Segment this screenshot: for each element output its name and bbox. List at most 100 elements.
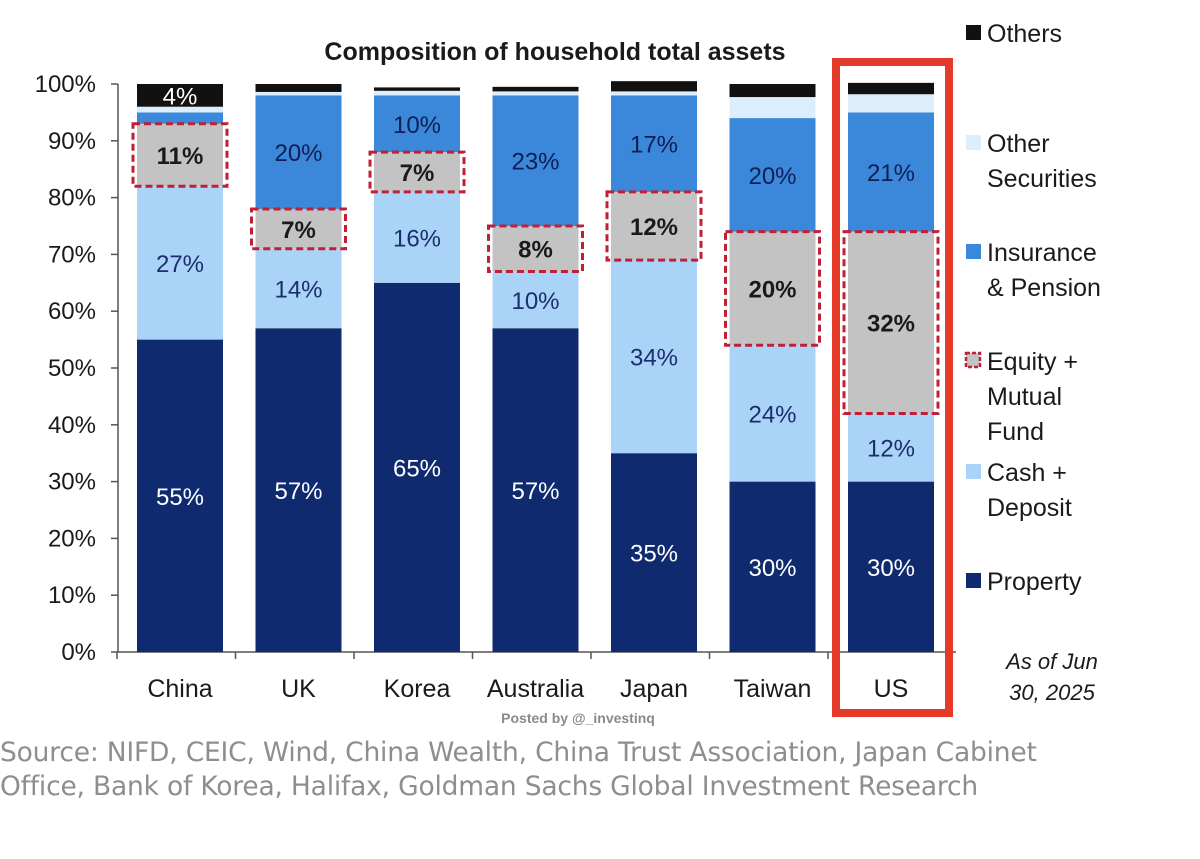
- data-label-equity: 11%: [157, 143, 204, 170]
- data-label-equity: 7%: [400, 160, 435, 187]
- x-axis-labels: China UK Korea Australia Japan Taiwan US: [147, 675, 908, 703]
- data-label-insurance: 20%: [274, 140, 322, 167]
- y-tick-label: 90%: [48, 128, 96, 155]
- y-tick-label: 20%: [48, 525, 96, 552]
- bar-segment-property: [848, 481, 934, 652]
- legend-swatch: [966, 464, 981, 479]
- data-label-cash: 12%: [867, 436, 915, 463]
- bar-segment-insurance: [492, 95, 579, 226]
- note-line-1: As of Jun: [1004, 649, 1098, 674]
- bar-segment-othersec: [255, 91, 342, 96]
- equity-dashed-outline: [131, 122, 229, 188]
- data-label-insurance: 10%: [393, 112, 441, 139]
- bar-korea: 65% 16% 7% 10%: [368, 87, 466, 652]
- x-category-label: Japan: [620, 675, 688, 703]
- data-label-cash: 24%: [748, 401, 796, 428]
- bar-segment-equity: [255, 208, 342, 249]
- note-line-2: 30, 2025: [1009, 680, 1095, 705]
- legend-label: Securities: [987, 165, 1097, 193]
- data-label-cash: 14%: [274, 276, 322, 303]
- legend-label: Property: [987, 568, 1082, 596]
- bar-segment-insurance: [255, 95, 342, 209]
- bar-segment-equity: [848, 231, 934, 414]
- bar-segment-others: [374, 87, 460, 91]
- bar-segment-property: [255, 328, 342, 652]
- equity-dashed-outline: [487, 224, 584, 273]
- x-category-label: US: [874, 675, 909, 703]
- bar-japan: 35% 34% 12% 17%: [605, 81, 703, 652]
- data-label-property: 57%: [511, 478, 559, 505]
- data-label-cash: 16%: [393, 225, 441, 252]
- y-tick-label: 30%: [48, 469, 96, 496]
- bar-segment-property: [137, 339, 223, 652]
- equity-dashed-outline: [368, 150, 466, 194]
- data-label-equity: 8%: [518, 237, 553, 264]
- data-label-property: 30%: [748, 555, 796, 582]
- legend: Others Other Securities Insurance & Pension E…: [964, 20, 1101, 596]
- bar-segment-equity: [374, 152, 460, 192]
- bar-segment-cash: [848, 413, 934, 482]
- data-label-cash: 10%: [511, 288, 559, 315]
- data-label-equity: 7%: [281, 217, 316, 244]
- legend-item-insurance: Insurance & Pension: [966, 239, 1101, 302]
- bar-segment-others: [611, 81, 697, 92]
- us-highlight-box: [832, 58, 953, 717]
- legend-swatch: [966, 25, 981, 40]
- y-axis: 0% 10% 20% 30% 40% 50% 60% 70% 80% 90% 100%: [35, 71, 956, 666]
- stacked-bar-chart: Composition of household total assets 0%…: [35, 20, 1101, 726]
- legend-label: Equity +: [987, 348, 1078, 376]
- equity-dashed-outline: [724, 230, 821, 347]
- data-label-property: 35%: [630, 541, 678, 568]
- data-label-insurance: 23%: [511, 149, 559, 176]
- bar-segment-others: [492, 86, 579, 92]
- bar-china: 55% 27% 11% 4%: [131, 83, 229, 652]
- legend-label: Cash +: [987, 459, 1067, 487]
- bar-segment-insurance: [848, 112, 934, 232]
- data-label-insurance: 21%: [867, 160, 915, 187]
- bar-us: 30% 12% 32% 21%: [842, 82, 940, 652]
- chart-title: Composition of household total assets: [324, 38, 785, 66]
- y-tick-label: 80%: [48, 185, 96, 212]
- data-label-property: 30%: [867, 555, 915, 582]
- date-note: As of Jun 30, 2025: [1004, 649, 1098, 705]
- bar-segment-insurance: [374, 95, 460, 153]
- watermark: Posted by @_investinq: [501, 710, 655, 726]
- bar-segment-cash: [255, 248, 342, 329]
- legend-label: Others: [987, 20, 1062, 48]
- y-tick-label: 60%: [48, 298, 96, 325]
- bars: 55% 27% 11% 4% 57% 14% 7% 20% 65% 16% 7% 10% 57% 10% 8…: [131, 81, 940, 652]
- x-category-label: UK: [281, 675, 316, 703]
- data-label-property: 57%: [274, 478, 322, 505]
- data-label-insurance: 20%: [748, 163, 796, 190]
- bar-segment-cash: [492, 271, 579, 329]
- data-label-cash: 27%: [156, 251, 204, 278]
- data-label-equity: 32%: [867, 311, 915, 338]
- bar-segment-cash: [729, 345, 816, 482]
- y-tick-label: 40%: [48, 412, 96, 439]
- bar-segment-others: [137, 84, 223, 107]
- source-note: Source: NIFD, CEIC, Wind, China Wealth, …: [0, 736, 1200, 804]
- y-tick-label: 10%: [48, 582, 96, 609]
- y-tick-label: 100%: [35, 71, 96, 98]
- bar-segment-property: [729, 481, 816, 652]
- source-line-1: Source: NIFD, CEIC, Wind, China Wealth, …: [0, 737, 1037, 768]
- data-label-equity: 12%: [630, 214, 678, 241]
- data-label-others: 4%: [163, 83, 198, 110]
- equity-dashed-outline: [250, 207, 347, 251]
- equity-dashed-outline: [605, 190, 703, 262]
- legend-item-cash: Cash + Deposit: [966, 459, 1072, 522]
- bar-segment-othersec: [137, 106, 223, 113]
- x-category-label: Korea: [384, 675, 451, 703]
- bar-segment-others: [729, 84, 816, 98]
- bar-segment-property: [492, 328, 579, 652]
- legend-label: Deposit: [987, 494, 1072, 522]
- source-line-2: Office, Bank of Korea, Halifax, Goldman …: [0, 771, 979, 802]
- data-label-insurance: 17%: [630, 132, 678, 159]
- bar-uk: 57% 14% 7% 20%: [250, 84, 347, 652]
- bar-segment-equity: [137, 123, 223, 187]
- bar-segment-othersec: [492, 91, 579, 96]
- x-category-label: Taiwan: [734, 675, 812, 703]
- bar-segment-property: [374, 282, 460, 652]
- bar-segment-insurance: [611, 95, 697, 192]
- bar-segment-insurance: [137, 112, 223, 124]
